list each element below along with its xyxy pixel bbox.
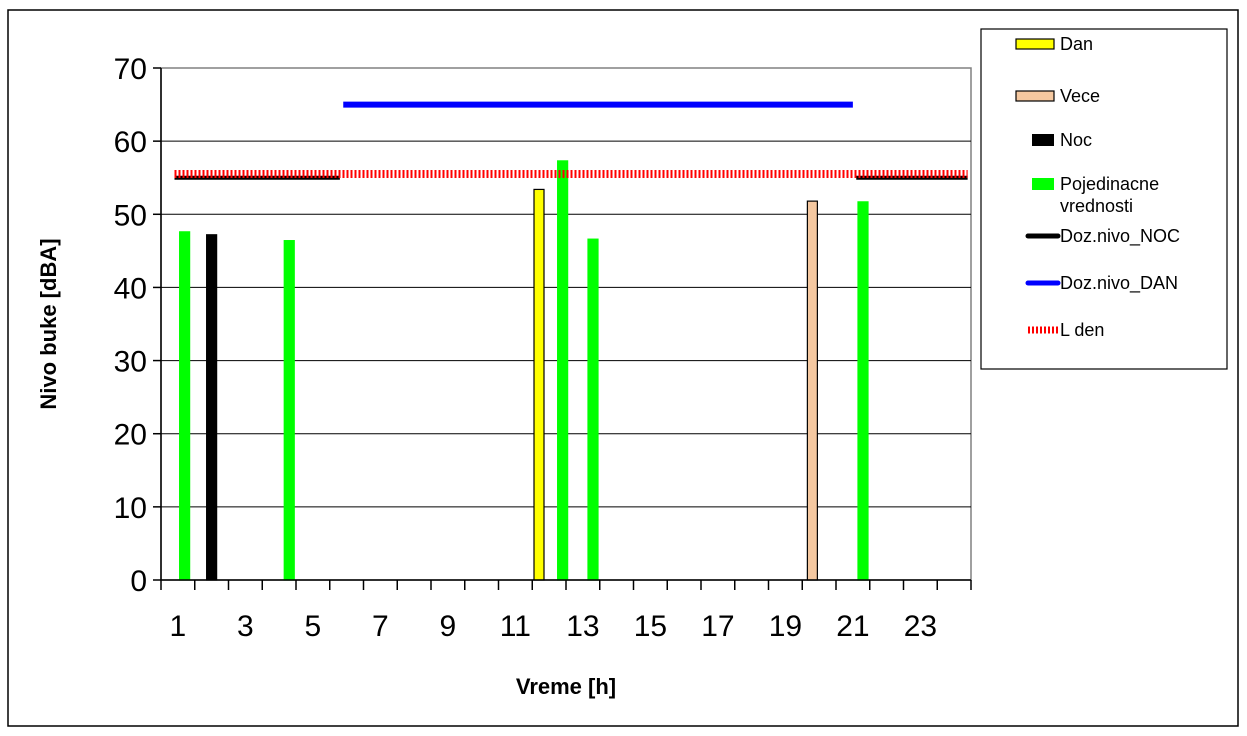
x-tick-label: 23 [904,610,937,643]
legend-label-line: Pojedinacne [1060,174,1159,194]
bar [206,234,218,581]
x-tick-label: 1 [170,610,187,643]
y-tick-label: 10 [114,492,147,525]
x-axis-ticks: 1 3 5 7 9 11 13 15 17 19 21 23 [160,580,972,643]
bar [557,160,569,581]
x-tick-label: 3 [237,610,254,643]
legend-label: Doz.nivo_DAN [1060,273,1178,294]
legend-label-line: vrednosti [1060,196,1133,216]
legend-swatch [1032,134,1054,146]
legend-label: Doz.nivo_NOC [1060,226,1180,247]
y-axis-title: Nivo buke [dBA] [36,238,61,409]
legend-label: Vece [1060,86,1100,106]
x-tick-label: 17 [701,610,734,643]
legend: Dan Vece Noc Pojedinacne vrednosti Doz.nivo_N… [1015,34,1180,340]
y-tick-label: 30 [114,346,147,379]
legend-label: Noc [1060,130,1092,150]
x-tick-label: 15 [634,610,667,643]
bar [179,231,191,581]
x-tick-label: 11 [500,610,531,643]
x-tick-label: 21 [836,610,869,643]
bar [533,188,545,581]
x-tick-label: 7 [372,610,389,643]
legend-swatch [1015,38,1055,50]
x-tick-label: 9 [440,610,457,643]
y-axis-ticks: 0 10 20 30 40 50 60 70 [114,53,161,598]
bar [806,200,818,581]
legend-box [980,28,1228,370]
legend-label: L den [1060,320,1104,340]
y-tick-label: 50 [114,199,147,232]
legend-swatch [1015,90,1055,102]
legend-swatch [1032,178,1054,190]
x-tick-label: 5 [305,610,322,643]
bar [857,201,869,581]
x-axis-title: Vreme [h] [516,674,616,699]
x-tick-label: 19 [769,610,802,643]
x-tick-label: 13 [566,610,599,643]
y-tick-label: 0 [130,565,147,598]
bar [283,240,295,581]
bar [587,238,599,581]
y-tick-label: 60 [114,126,147,159]
legend-label: Pojedinacne vrednosti [1060,174,1159,216]
legend-label: Dan [1060,34,1093,54]
limit-lines [174,101,968,180]
y-tick-label: 70 [114,53,147,86]
y-tick-label: 40 [114,272,147,305]
y-tick-label: 20 [114,419,147,452]
